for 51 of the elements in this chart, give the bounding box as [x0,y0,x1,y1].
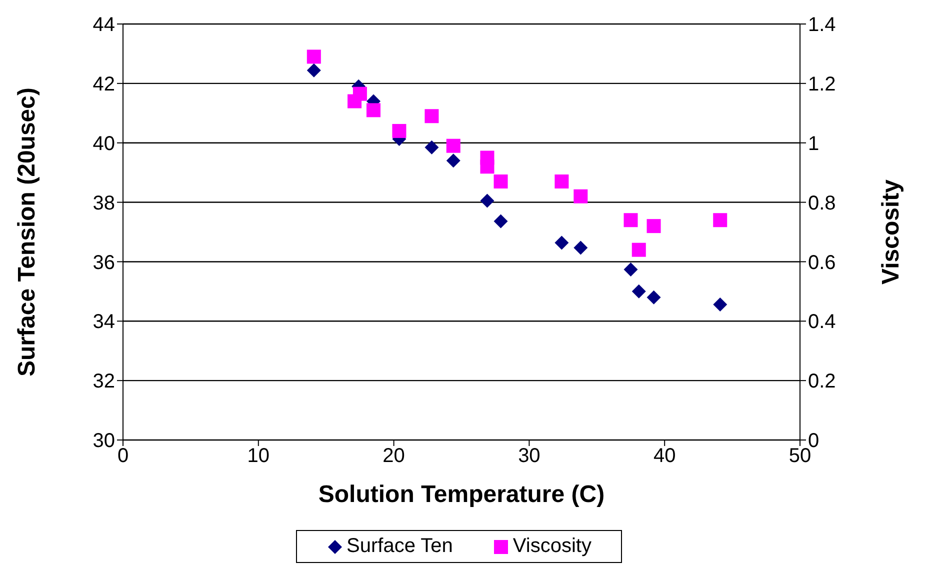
x-tick-label: 50 [788,445,812,468]
x-tick-label: 40 [653,445,676,468]
x-tick-label: 30 [518,445,540,468]
point [306,50,321,64]
point [624,213,638,228]
y-tick-label: 40 [92,132,115,155]
y2-axis-title: Viscosity [878,178,905,284]
point [554,174,569,188]
y-tick-label: 32 [92,370,115,393]
x-tick-label: 0 [117,445,129,468]
legend-label: Surface Ten [346,535,453,558]
point [574,189,588,204]
point [632,284,646,298]
point [624,262,638,276]
y-tick-label: 42 [92,74,115,96]
point [494,174,508,188]
y2-tick-label: 0.8 [808,192,836,214]
point [494,214,508,228]
y2-tick-label: 1.4 [808,14,836,36]
point [366,103,380,118]
legend-label: Viscosity [512,535,592,558]
y-axis-title: Surface Tension (20usec) [14,88,41,376]
point [480,160,494,174]
y2-tick-label: 1 [808,132,820,155]
point [713,298,728,312]
y2-tick-label: 1.2 [808,74,836,96]
point [424,140,439,154]
point [713,213,728,228]
point [554,236,569,250]
x-axis-title: Solution Temperature (C) [318,481,605,508]
point [392,124,406,138]
point [646,219,661,234]
y-tick-label: 38 [92,192,115,214]
y-tick-label: 30 [92,430,115,452]
y2-tick-label: 0.2 [808,370,836,393]
y2-tick-label: 0.4 [808,311,836,334]
point [424,109,439,124]
x-tick-label: 10 [247,445,270,468]
point [352,86,367,101]
point [632,242,646,257]
point [574,240,588,255]
y2-tick-label: 0.6 [808,252,836,274]
point [480,194,494,208]
point [446,154,460,168]
y-tick-label: 36 [92,252,115,274]
y-tick-label: 34 [92,311,115,334]
y-tick-label: 44 [92,14,115,36]
point [446,138,460,153]
point [646,290,661,304]
x-tick-label: 20 [382,445,405,468]
point [306,63,321,78]
